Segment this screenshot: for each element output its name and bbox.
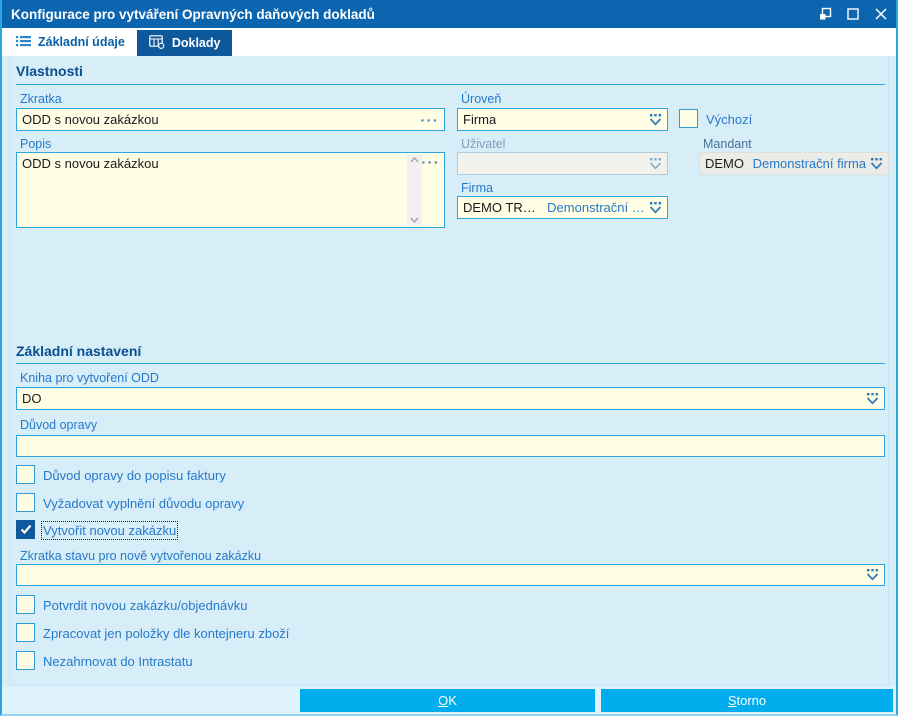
scroll-down-icon — [410, 217, 419, 223]
checkbox-label: Vytvořit novou zakázku — [40, 521, 179, 540]
zkratka-input[interactable]: ODD s novou zakázkou ··· — [16, 108, 445, 131]
tab-label: Základní údaje — [38, 35, 125, 49]
section-title-zakladni-nastaveni: Základní nastavení — [16, 343, 142, 359]
firma-code: DEMO TRADE — [463, 200, 544, 215]
restore-icon[interactable] — [814, 3, 836, 25]
dropdown-icon[interactable] — [649, 201, 662, 214]
ok-button-key: O — [438, 693, 449, 708]
zkratka-stavu-label: Zkratka stavu pro nově vytvořenou zakázk… — [20, 549, 262, 563]
tab-doklady[interactable]: Doklady — [136, 30, 233, 56]
vychozi-checkbox[interactable] — [679, 109, 698, 128]
tab-label: Doklady — [171, 36, 221, 50]
mandant-label: Mandant — [703, 137, 752, 151]
popis-textarea[interactable]: ODD s novou zakázkou ··· — [16, 152, 445, 228]
mandant-name: Demonstrační firma — [752, 156, 866, 171]
uzivatel-select[interactable] — [457, 152, 668, 175]
checkbox-vytvorit-zakazku[interactable] — [16, 520, 35, 539]
mandant-select[interactable]: DEMO Demonstrační firma — [699, 152, 889, 175]
popis-value: ODD s novou zakázkou — [22, 156, 159, 171]
kniha-value: DO — [22, 391, 42, 406]
checkbox-label: Důvod opravy do popisu faktury — [43, 468, 226, 483]
dropdown-icon[interactable] — [649, 113, 662, 126]
firma-name: Demonstrační fir... — [547, 200, 645, 215]
checkbox-label: Nezahrnovat do Intrastatu — [43, 654, 193, 669]
uzivatel-label: Uživatel — [461, 137, 506, 151]
vychozi-label: Výchozí — [706, 112, 753, 127]
tab-bar: Základní údaje Doklady — [2, 28, 896, 56]
zkratka-value: ODD s novou zakázkou — [22, 112, 159, 127]
checkbox-potvrdit-zakazku[interactable] — [16, 595, 35, 614]
checkmark-icon — [20, 524, 31, 535]
window-title: Konfigurace pro vytváření Opravných daňo… — [11, 6, 375, 22]
section-divider — [16, 84, 885, 85]
checkbox-label: Zpracovat jen položky dle kontejneru zbo… — [43, 626, 290, 641]
checkbox-duvod-do-popisu[interactable] — [16, 465, 35, 484]
ok-button-rest: K — [448, 693, 457, 708]
window-controls — [814, 0, 892, 28]
ellipsis-icon[interactable]: ··· — [420, 111, 439, 128]
dropdown-icon[interactable] — [649, 157, 662, 170]
dropdown-icon[interactable] — [866, 392, 879, 405]
uroven-select[interactable]: Firma — [457, 108, 668, 131]
uroven-value: Firma — [463, 112, 497, 127]
close-icon[interactable] — [870, 3, 892, 25]
storno-button-rest: torno — [736, 693, 767, 708]
dropdown-icon[interactable] — [870, 157, 883, 170]
scroll-up-icon — [410, 157, 419, 163]
zkratka-label: Zkratka — [20, 92, 62, 106]
kniha-label: Kniha pro vytvoření ODD — [20, 371, 159, 385]
duvod-opravy-label: Důvod opravy — [20, 418, 98, 432]
mandant-code: DEMO — [705, 156, 744, 171]
ellipsis-icon[interactable]: ··· — [421, 154, 440, 170]
kniha-select[interactable]: DO — [16, 387, 885, 410]
duvod-opravy-input[interactable] — [16, 435, 885, 457]
checkbox-label: Potvrdit novou zakázku/objednávku — [43, 598, 248, 613]
popis-label: Popis — [20, 137, 52, 151]
zkratka-stavu-select[interactable] — [16, 564, 885, 586]
tab-zakladni-udaje[interactable]: Základní údaje — [4, 28, 137, 56]
section-divider — [16, 363, 885, 364]
storno-button-key: S — [727, 693, 737, 708]
documents-icon — [149, 34, 165, 52]
checkbox-vyzadovat-vyplneni[interactable] — [16, 493, 35, 512]
checkbox-label: Vyžadovat vyplnění důvodu opravy — [43, 496, 245, 511]
dropdown-icon[interactable] — [866, 569, 879, 581]
firma-label: Firma — [461, 181, 493, 195]
popis-scrollbar[interactable] — [407, 155, 422, 225]
list-icon — [16, 35, 31, 50]
checkbox-zpracovat-kontejner[interactable] — [16, 623, 35, 642]
firma-select[interactable]: DEMO TRADE Demonstrační fir... — [457, 196, 668, 219]
checkbox-nezahrnovat-intrastat[interactable] — [16, 651, 35, 670]
title-bar: Konfigurace pro vytváření Opravných daňo… — [2, 0, 896, 28]
section-title-vlastnosti: Vlastnosti — [16, 63, 83, 79]
uroven-label: Úroveň — [461, 92, 502, 106]
maximize-icon[interactable] — [842, 3, 864, 25]
